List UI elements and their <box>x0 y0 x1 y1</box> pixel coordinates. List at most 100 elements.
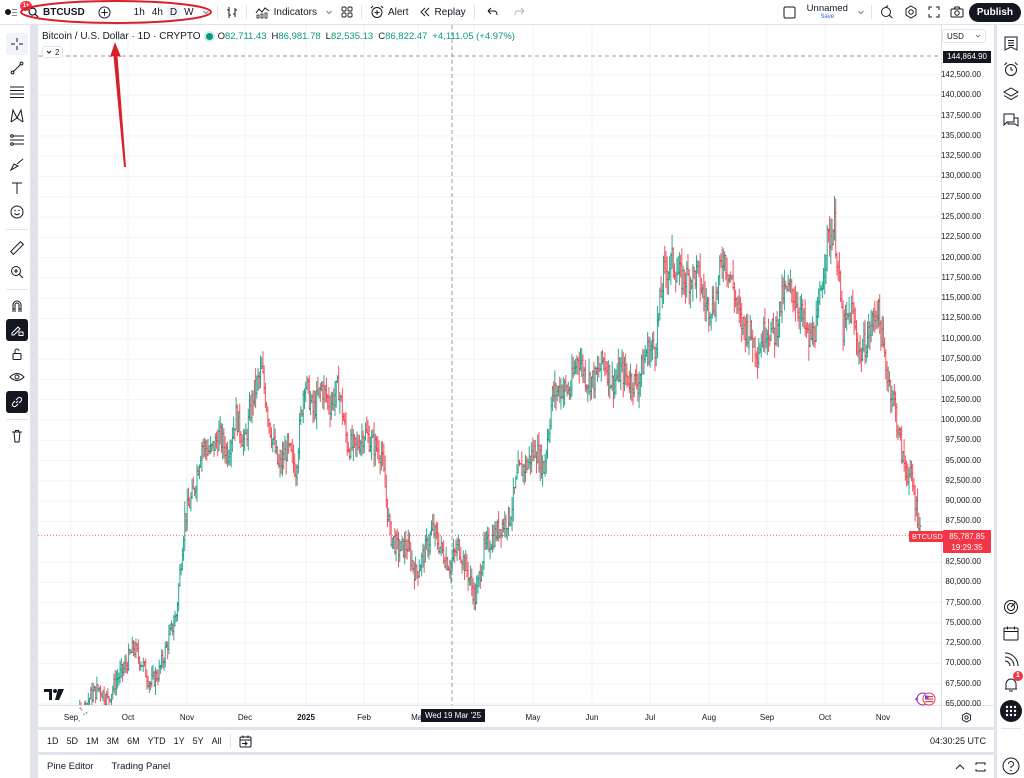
divider <box>6 229 28 230</box>
trend-line-tool[interactable] <box>6 57 28 79</box>
drawing-toolbar <box>0 25 34 778</box>
help-button[interactable] <box>1000 755 1022 777</box>
timeframe-w[interactable]: W <box>184 6 194 18</box>
tab-trading-panel[interactable]: Trading Panel <box>111 761 171 772</box>
price-tick-label: 77,500.00 <box>945 597 981 607</box>
symbol-title[interactable]: Bitcoin / U.S. Dollar · 1D · CRYPTO <box>42 31 201 42</box>
legend-collapse-button[interactable]: 2 <box>42 46 64 58</box>
replay-button[interactable]: Replay <box>414 0 471 25</box>
layout-name-label: Unnamed <box>806 2 848 14</box>
layout-dropdown[interactable] <box>854 0 868 25</box>
divider <box>229 734 231 748</box>
magnet-tool[interactable] <box>6 295 28 317</box>
hotlists-button[interactable] <box>1000 596 1022 618</box>
remove-drawings-tool[interactable] <box>6 425 28 447</box>
fib-lines-icon <box>10 86 24 98</box>
trash-icon <box>12 430 22 443</box>
price-tick-label: 122,500.00 <box>940 232 981 242</box>
tab-pine-editor[interactable]: Pine Editor <box>47 761 94 772</box>
snapshot-button[interactable] <box>945 0 969 25</box>
stay-in-drawing-mode-tool[interactable] <box>6 319 28 341</box>
range-5y[interactable]: 5Y <box>192 736 204 746</box>
layout-name[interactable]: Unnamed Save <box>801 0 854 25</box>
replay-label: Replay <box>434 6 466 18</box>
layouts-button[interactable] <box>336 0 358 25</box>
notifications-button[interactable]: 1 <box>1000 671 1023 696</box>
collapse-panel-button[interactable] <box>949 763 971 770</box>
emoji-tool[interactable] <box>6 201 28 223</box>
timeframe-4h[interactable]: 4h <box>151 6 163 18</box>
settings-button[interactable] <box>899 0 923 25</box>
hide-drawings-tool[interactable] <box>6 367 28 389</box>
publish-button[interactable]: Publish <box>968 2 1021 22</box>
range-1d[interactable]: 1D <box>47 736 59 746</box>
help-icon <box>1002 757 1020 775</box>
zoom-in-tool[interactable] <box>6 261 28 283</box>
range-1m[interactable]: 1M <box>86 736 99 746</box>
ohlc-bars <box>78 195 922 722</box>
gear-icon <box>905 5 917 19</box>
news-stream-button[interactable] <box>1000 648 1022 670</box>
close-value: 86,822.47 <box>385 31 428 42</box>
price-tick-label: 110,000.00 <box>941 333 981 343</box>
chart-pane[interactable]: Bitcoin / U.S. Dollar · 1D · CRYPTO O82,… <box>38 25 994 727</box>
maximize-panel-button[interactable] <box>971 762 994 772</box>
apps-grid-icon <box>1005 705 1017 717</box>
fullscreen-button[interactable] <box>923 0 945 25</box>
divider <box>360 5 362 19</box>
text-tool[interactable] <box>6 177 28 199</box>
us-flag-event-icon <box>915 692 936 706</box>
calendar-icon <box>1003 626 1019 640</box>
ohlc-chart[interactable] <box>38 25 994 727</box>
quick-search-button[interactable] <box>875 0 899 25</box>
compare-symbol-button[interactable] <box>90 0 119 25</box>
pencil-lock-icon <box>11 326 24 336</box>
indicators-button[interactable]: Indicators <box>250 0 322 25</box>
range-ytd[interactable]: YTD <box>147 736 166 746</box>
range-1y[interactable]: 1Y <box>173 736 185 746</box>
redo-button[interactable] <box>506 0 534 25</box>
fib-retracement-tool[interactable] <box>6 81 28 103</box>
object-tree-button[interactable] <box>1000 83 1022 105</box>
range-3m[interactable]: 3M <box>106 736 120 746</box>
range-6m[interactable]: 6M <box>127 736 140 746</box>
range-all[interactable]: All <box>211 736 222 746</box>
symbol-search[interactable]: BTCUSD <box>22 0 90 25</box>
chats-button[interactable] <box>1000 109 1022 131</box>
crosshair-tool[interactable] <box>6 33 28 55</box>
chart-type-button[interactable] <box>221 0 243 25</box>
tradingview-logo[interactable] <box>44 689 64 700</box>
go-to-date-button[interactable] <box>235 735 256 748</box>
layout-select-checkbox[interactable] <box>778 0 801 25</box>
pattern-tool[interactable] <box>6 105 28 127</box>
watchlist-button[interactable] <box>1000 33 1022 55</box>
brush-tool[interactable] <box>6 153 28 175</box>
currency-select[interactable]: USD <box>942 29 986 43</box>
economic-events-icon[interactable] <box>914 692 938 706</box>
lock-drawings-tool[interactable] <box>6 343 28 365</box>
utc-clock[interactable]: 04:30:25 UTC <box>929 736 986 746</box>
axis-settings-button[interactable] <box>961 712 972 723</box>
low-value: 82,535.13 <box>330 31 374 42</box>
timeframe-d[interactable]: D <box>166 4 181 20</box>
calendar-button[interactable] <box>1000 622 1022 644</box>
range-5d[interactable]: 5D <box>66 736 79 746</box>
timeframe-1h[interactable]: 1h <box>133 6 145 18</box>
fullscreen-icon <box>928 6 940 18</box>
price-tick-label: 125,000.00 <box>940 212 981 222</box>
bell-icon <box>1005 678 1017 692</box>
menu-button[interactable] <box>0 0 22 25</box>
sync-drawings-tool[interactable] <box>6 391 28 413</box>
chevron-down-icon[interactable] <box>202 8 210 16</box>
price-tick-label: 117,500.00 <box>941 272 981 282</box>
indicators-dropdown[interactable] <box>322 0 336 25</box>
alert-button[interactable]: Alert <box>365 0 414 25</box>
measure-tool[interactable] <box>6 237 28 259</box>
chevron-down-icon <box>46 50 52 54</box>
products-menu-button[interactable] <box>1000 700 1022 722</box>
forecasting-tool[interactable] <box>6 129 28 151</box>
last-price-label: 85,787.85 19:29:35 <box>943 530 991 553</box>
alerts-button[interactable] <box>1000 58 1022 80</box>
change-value: +4,111.05 (+4.97%) <box>432 31 515 42</box>
undo-button[interactable] <box>478 0 506 25</box>
